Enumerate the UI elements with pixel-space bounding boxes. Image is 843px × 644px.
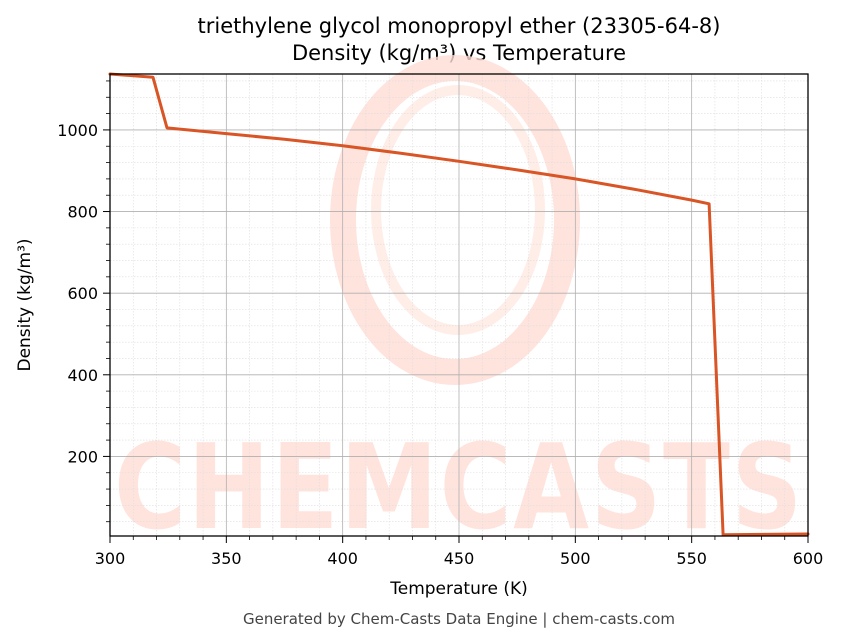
watermark-text: CHEMCASTS — [114, 418, 804, 556]
y-tick-label: 200 — [67, 447, 98, 466]
x-tick-label: 400 — [327, 549, 358, 568]
footer-credit: Generated by Chem-Casts Data Engine | ch… — [243, 610, 675, 628]
x-tick-label: 300 — [95, 549, 126, 568]
x-tick-label: 350 — [211, 549, 242, 568]
grid-major — [109, 74, 809, 536]
y-tick-label: 800 — [67, 203, 98, 222]
y-axis-label: Density (kg/m³) — [15, 238, 35, 371]
series-line-0 — [108, 72, 810, 537]
y-tick-label: 1000 — [57, 121, 98, 140]
x-tick-label: 450 — [444, 549, 475, 568]
x-tick-label: 500 — [560, 549, 591, 568]
x-tick-label: 600 — [793, 549, 824, 568]
y-tick-label: 600 — [67, 284, 98, 303]
axis-ticks: 300 350 400 450 500 550 600 200 400 600 800 1000 — [57, 80, 824, 568]
series-layer — [108, 72, 810, 537]
y-tick-label: 400 — [67, 366, 98, 385]
x-axis-label: Temperature (K) — [389, 579, 528, 599]
chart-title-line1: triethylene glycol monopropyl ether (233… — [198, 14, 721, 38]
x-tick-label: 550 — [676, 549, 707, 568]
